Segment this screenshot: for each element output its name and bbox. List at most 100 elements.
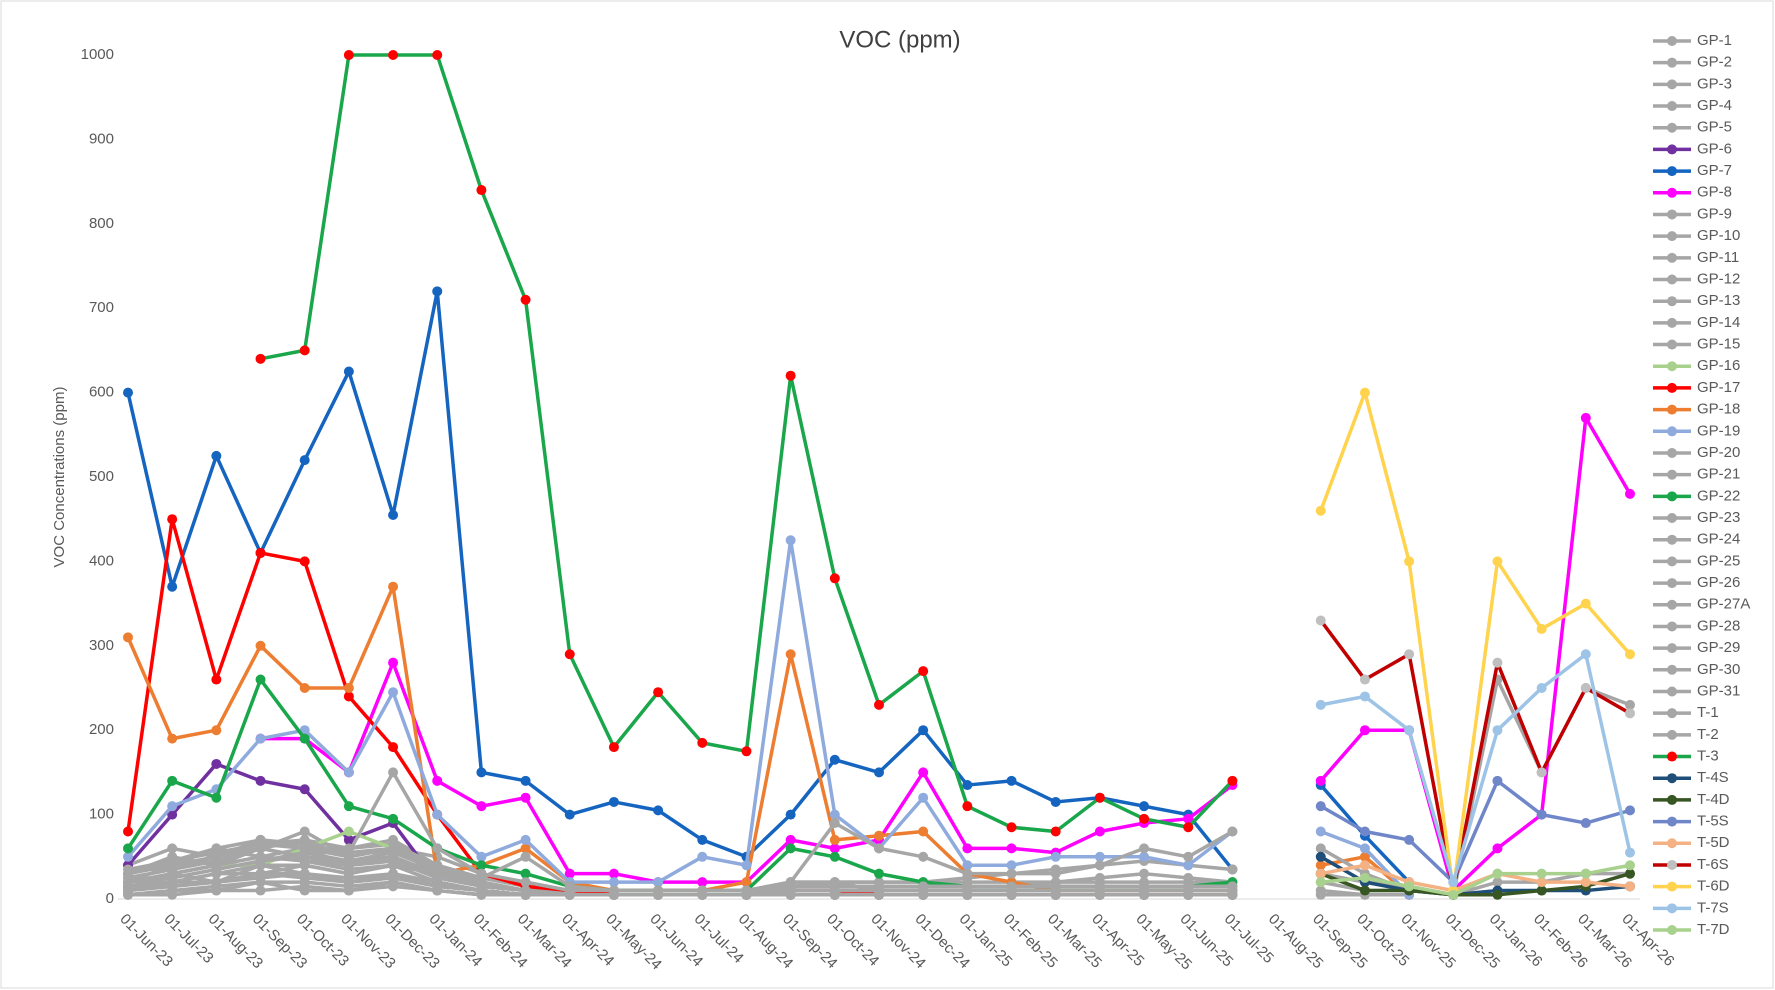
legend-marker xyxy=(1667,708,1677,719)
data-point xyxy=(697,834,708,845)
data-point xyxy=(1625,805,1635,816)
y-tick-label: 0 xyxy=(106,890,114,907)
legend-marker xyxy=(1667,144,1677,155)
data-point xyxy=(167,856,178,867)
data-point xyxy=(1094,851,1105,862)
data-point xyxy=(211,674,222,685)
data-point xyxy=(1359,885,1370,896)
data-point xyxy=(1227,864,1238,875)
data-point xyxy=(829,573,840,584)
legend-marker xyxy=(1667,816,1677,827)
legend-label: GP-28 xyxy=(1697,617,1740,634)
series-line xyxy=(126,538,1234,884)
data-point xyxy=(653,687,664,698)
y-axis-label: VOC Concentrations (ppm) xyxy=(51,387,68,568)
data-point xyxy=(1315,699,1326,710)
data-point xyxy=(1536,885,1547,896)
data-point xyxy=(343,847,354,858)
series-line xyxy=(127,855,1233,897)
legend-marker xyxy=(1667,838,1677,849)
legend-marker xyxy=(1667,79,1677,90)
data-point xyxy=(299,556,310,567)
series-line xyxy=(126,289,1234,871)
legend-marker xyxy=(1667,274,1677,285)
data-point xyxy=(211,792,222,803)
legend-marker xyxy=(1667,36,1677,46)
data-point xyxy=(1227,885,1238,896)
data-point xyxy=(1359,872,1370,883)
data-point xyxy=(829,843,840,854)
legend-label: GP-22 xyxy=(1697,487,1740,504)
data-point xyxy=(1625,488,1635,499)
legend-label: T-2 xyxy=(1697,726,1719,743)
legend-label: GP-9 xyxy=(1697,205,1732,222)
legend-marker xyxy=(1667,773,1677,784)
data-point xyxy=(697,889,708,900)
legend-marker xyxy=(1667,578,1677,589)
data-point xyxy=(1050,885,1061,896)
data-point xyxy=(785,649,796,660)
data-point xyxy=(255,834,266,845)
data-point xyxy=(1404,556,1415,567)
y-tick-label: 500 xyxy=(89,468,114,485)
data-point xyxy=(255,885,266,896)
data-point xyxy=(608,877,619,888)
data-point xyxy=(343,801,354,812)
data-point xyxy=(211,843,222,854)
legend-marker xyxy=(1667,187,1677,198)
legend-marker xyxy=(1667,643,1677,654)
data-point xyxy=(785,809,796,820)
legend-label: GP-29 xyxy=(1697,639,1740,656)
chart-title: VOC (ppm) xyxy=(839,26,960,53)
data-point xyxy=(741,889,752,900)
data-point xyxy=(211,450,222,461)
data-point xyxy=(432,50,443,60)
data-point xyxy=(1050,796,1061,807)
data-point xyxy=(1580,868,1591,879)
data-point xyxy=(1183,822,1194,833)
data-point xyxy=(167,514,178,525)
legend-marker xyxy=(1667,209,1677,220)
data-point xyxy=(476,767,487,778)
data-point xyxy=(1315,860,1326,871)
data-point xyxy=(564,868,575,879)
data-point xyxy=(255,877,266,888)
data-point xyxy=(962,780,973,791)
data-point xyxy=(918,885,929,896)
data-point xyxy=(388,872,399,883)
data-point xyxy=(255,353,266,364)
legend-label: GP-13 xyxy=(1697,292,1740,309)
legend-label: GP-10 xyxy=(1697,227,1740,244)
data-point xyxy=(1315,843,1326,854)
legend-marker xyxy=(1667,231,1677,242)
data-point xyxy=(697,877,708,888)
data-point xyxy=(388,687,399,698)
data-point xyxy=(874,843,884,854)
series-line xyxy=(1319,779,1631,884)
legend-label: GP-18 xyxy=(1697,401,1740,418)
data-point xyxy=(123,826,133,837)
data-point xyxy=(1006,822,1017,833)
data-point xyxy=(476,885,487,896)
data-point xyxy=(167,775,178,786)
data-point xyxy=(520,792,531,803)
data-point xyxy=(564,809,575,820)
legend-label: T-7D xyxy=(1697,921,1730,938)
data-point xyxy=(697,851,708,862)
legend-label: T-5S xyxy=(1697,813,1729,830)
data-point xyxy=(388,50,399,60)
legend-label: T-1 xyxy=(1697,704,1719,721)
legend-label: GP-15 xyxy=(1697,336,1740,353)
data-point xyxy=(874,885,884,896)
data-point xyxy=(255,640,266,651)
data-point xyxy=(1006,885,1017,896)
data-point xyxy=(343,366,354,377)
data-point xyxy=(255,547,266,558)
data-point xyxy=(918,826,929,837)
data-point xyxy=(343,826,354,837)
data-point xyxy=(1492,843,1503,854)
data-point xyxy=(1580,683,1591,693)
data-point xyxy=(962,801,973,812)
data-point xyxy=(520,877,531,888)
data-point xyxy=(874,830,884,841)
